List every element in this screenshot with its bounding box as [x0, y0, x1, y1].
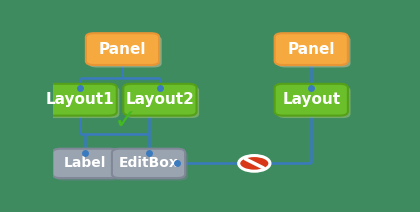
FancyBboxPatch shape — [123, 84, 197, 116]
Text: EditBox: EditBox — [118, 156, 178, 170]
FancyBboxPatch shape — [275, 33, 348, 65]
FancyBboxPatch shape — [52, 149, 118, 178]
FancyBboxPatch shape — [44, 84, 117, 116]
FancyBboxPatch shape — [277, 86, 351, 118]
FancyBboxPatch shape — [86, 33, 159, 65]
Text: Panel: Panel — [288, 42, 335, 57]
FancyBboxPatch shape — [126, 86, 199, 118]
FancyBboxPatch shape — [89, 36, 162, 67]
FancyBboxPatch shape — [55, 151, 120, 181]
FancyBboxPatch shape — [275, 84, 348, 116]
Text: Layout1: Layout1 — [46, 92, 115, 107]
Text: Panel: Panel — [99, 42, 146, 57]
Text: Layout: Layout — [282, 92, 340, 107]
FancyBboxPatch shape — [277, 36, 351, 67]
Text: Label: Label — [64, 156, 106, 170]
FancyBboxPatch shape — [112, 149, 185, 178]
Text: Layout2: Layout2 — [126, 92, 194, 107]
Circle shape — [239, 156, 270, 171]
Text: ✓: ✓ — [114, 107, 137, 135]
FancyBboxPatch shape — [115, 151, 188, 181]
FancyBboxPatch shape — [46, 86, 119, 118]
